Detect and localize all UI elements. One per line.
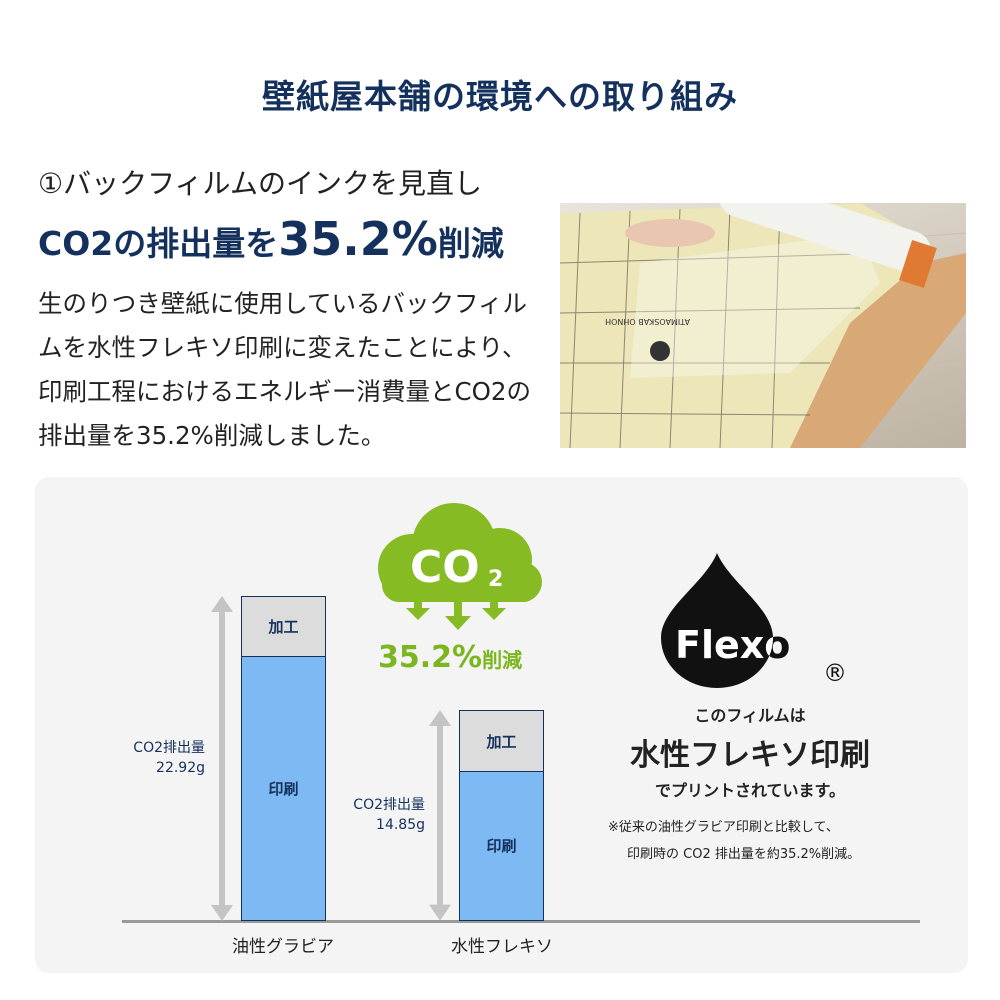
bar-1: 加工 印刷 (459, 710, 544, 921)
flexo-line3: でプリントされています。 (655, 781, 845, 800)
section-body: 生のりつき壁紙に使用しているバックフィルムを水性フレキソ印刷に変えたことにより、… (38, 289, 531, 450)
film-print-text: ATIMAOSKAB OHNOH (605, 317, 690, 326)
product-photo: ATIMAOSKAB OHNOH (560, 203, 966, 448)
flexo-logo: Flexo Flexo ® (661, 553, 847, 688)
co2-subscript: 2 (488, 567, 503, 592)
co2-cloud-icon: CO 2 (378, 503, 542, 630)
co2-label: CO (410, 542, 480, 593)
flexo-note1: ※従来の油性グラビア印刷と比較して、 (608, 820, 839, 835)
reduction-value: 35.2% (378, 640, 483, 675)
category-label-1: 水性フレキソ (451, 937, 553, 957)
total-label-value: 22.92g (156, 760, 205, 776)
bar-segment-加工: 加工 (242, 597, 325, 658)
total-label-1: CO2排出量 14.85g (320, 795, 425, 835)
flexo-logo-text: Flexo (675, 623, 790, 667)
bar-segment-加工: 加工 (460, 711, 543, 772)
headline-value: 35.2% (278, 212, 438, 266)
total-arrow-icon (429, 710, 451, 921)
bar-0: 加工 印刷 (241, 596, 326, 921)
flexo-registered: ® (823, 659, 847, 687)
total-arrow-icon (211, 596, 233, 921)
flexo-logo-text-inverse: Flexo (675, 623, 790, 667)
reduction-label: 35.2%削減 (378, 640, 522, 675)
bar-segment-印刷: 印刷 (242, 657, 325, 920)
category-label-0: 油性グラビア (232, 937, 334, 957)
total-label-title: CO2排出量 (133, 740, 205, 756)
section-heading: ①バックフィルムのインクを見直し (38, 167, 482, 200)
headline: CO2の排出量を35.2%削減 (38, 212, 504, 266)
drop-icon (661, 553, 773, 688)
bar-segment-印刷: 印刷 (460, 771, 543, 920)
headline-prefix: CO2の排出量を (38, 224, 279, 263)
headline-suffix: 削減 (437, 224, 504, 263)
reduction-suffix: 削減 (482, 648, 523, 672)
total-label-value: 14.85g (376, 817, 425, 833)
flexo-line2: 水性フレキソ印刷 (630, 738, 870, 773)
total-label-title: CO2排出量 (353, 797, 425, 813)
chart-baseline (122, 920, 920, 923)
flexo-line1: このフィルムは (694, 706, 806, 725)
page-title: 壁紙屋本舗の環境への取り組み (262, 77, 738, 116)
flexo-note2: 印刷時の CO2 排出量を約35.2%削減。 (627, 847, 861, 862)
total-label-0: CO2排出量 22.92g (100, 738, 205, 778)
